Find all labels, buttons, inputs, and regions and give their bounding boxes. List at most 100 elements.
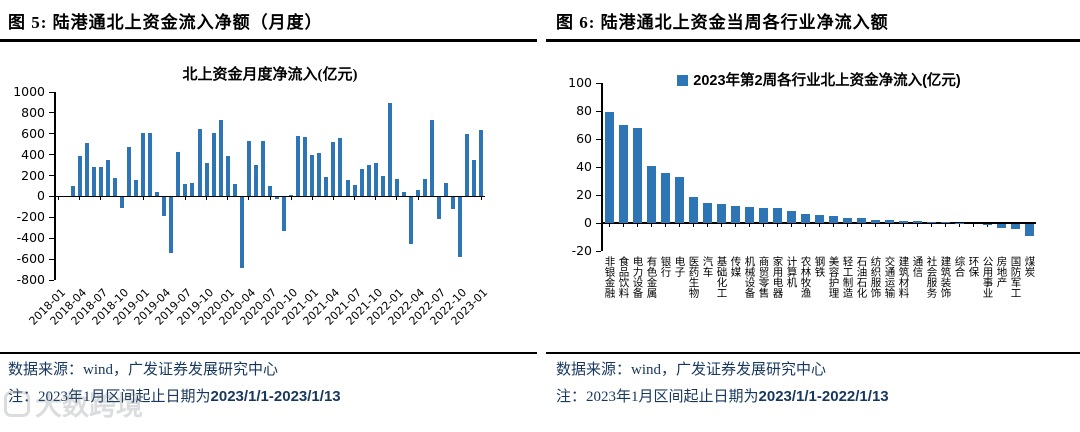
x-tick bbox=[734, 223, 736, 227]
x-category-label: 公用事业 bbox=[981, 256, 993, 298]
x-tick bbox=[206, 196, 208, 201]
bar bbox=[387, 103, 392, 197]
y-axis bbox=[54, 92, 56, 280]
bar bbox=[430, 120, 435, 197]
x-tick bbox=[804, 223, 806, 227]
bar bbox=[618, 125, 628, 223]
bar bbox=[352, 185, 357, 197]
x-category-label: 综合 bbox=[953, 256, 965, 277]
x-category-label: 非银金融 bbox=[603, 256, 615, 298]
bar bbox=[660, 173, 670, 223]
y-tick bbox=[596, 138, 601, 140]
bar bbox=[416, 189, 421, 197]
y-tick-label: -20 bbox=[571, 243, 592, 258]
x-category-label: 石油石化 bbox=[855, 256, 867, 298]
bar bbox=[479, 129, 484, 197]
bar bbox=[338, 138, 343, 197]
bar bbox=[632, 127, 642, 223]
bar bbox=[197, 128, 202, 197]
x-category-label: 交通运输 bbox=[883, 256, 895, 298]
bar bbox=[380, 176, 385, 197]
bar bbox=[91, 166, 96, 197]
bar bbox=[437, 197, 442, 220]
x-tick bbox=[958, 223, 960, 227]
x-category-label: 家用电器 bbox=[771, 256, 783, 298]
x-category-label: 银行 bbox=[659, 256, 671, 277]
bar bbox=[127, 147, 132, 197]
legend-square-icon bbox=[677, 75, 689, 86]
x-tick bbox=[608, 223, 610, 227]
x-category-label: 煤炭 bbox=[1023, 256, 1035, 277]
x-category-label: 基础化工 bbox=[715, 256, 727, 298]
x-tick bbox=[692, 223, 694, 227]
x-category-label: 农林牧渔 bbox=[799, 256, 811, 298]
figure5-panel: 图 5: 陆港通北上资金流入净额（月度） 北上资金月度净流入(亿元) 1000 8… bbox=[0, 13, 537, 406]
figure6-legend-label: 2023年第2周各行业北上资金净流入(亿元) bbox=[693, 73, 961, 89]
x-tick bbox=[790, 223, 792, 227]
figure6-note-dates: 2023/1/1-2022/1/13 bbox=[758, 388, 889, 405]
x-tick bbox=[930, 223, 932, 227]
figure5-note: 注：2023年1月区间起止日期为2023/1/1-2023/1/13 bbox=[8, 385, 341, 406]
bar bbox=[898, 221, 908, 223]
bar bbox=[451, 197, 456, 209]
bar bbox=[996, 223, 1006, 228]
bar bbox=[331, 141, 336, 197]
y-tick bbox=[49, 195, 54, 197]
bar bbox=[674, 176, 684, 223]
y-tick bbox=[49, 112, 54, 114]
x-tick bbox=[290, 196, 292, 201]
x-category-label: 建筑材料 bbox=[897, 256, 909, 298]
figure6-panel: 图 6: 陆港通北上资金当周各行业净流入额 2023年第2周各行业北上资金净流入… bbox=[540, 0, 1080, 432]
x-tick bbox=[79, 196, 81, 201]
x-category-label: 钢铁 bbox=[813, 256, 825, 277]
y-tick bbox=[596, 250, 601, 252]
bar bbox=[814, 215, 824, 223]
y-tick-label: -400 bbox=[16, 230, 45, 246]
x-tick bbox=[142, 196, 144, 201]
x-tick bbox=[636, 223, 638, 227]
y-tick bbox=[49, 91, 54, 93]
x-tick bbox=[184, 196, 186, 201]
x-category-label: 机械设备 bbox=[743, 256, 755, 298]
figure6-source: 数据来源：wind，广发证券发展研究中心 bbox=[556, 362, 827, 378]
bar bbox=[176, 151, 181, 197]
y-tick-label: 80 bbox=[576, 103, 592, 118]
bar bbox=[423, 178, 428, 197]
x-tick bbox=[396, 196, 398, 201]
x-category-label: 房地产 bbox=[995, 256, 1007, 288]
y-tick bbox=[596, 194, 601, 196]
bar bbox=[141, 133, 146, 197]
bar bbox=[204, 163, 209, 197]
x-tick bbox=[622, 223, 624, 227]
x-tick bbox=[227, 196, 229, 201]
figure6-note: 注：2023年1月区间起止日期为2023/1/1-2022/1/13 bbox=[556, 385, 889, 406]
bar bbox=[98, 167, 103, 197]
bar bbox=[324, 176, 329, 197]
bar bbox=[345, 180, 350, 197]
bar bbox=[401, 192, 406, 197]
x-category-label: 汽车 bbox=[701, 256, 713, 277]
x-tick bbox=[916, 223, 918, 227]
y-axis bbox=[601, 83, 603, 251]
x-tick bbox=[375, 196, 377, 201]
bar bbox=[310, 154, 315, 197]
y-tick bbox=[49, 237, 54, 239]
y-tick bbox=[49, 154, 54, 156]
y-tick-label: 400 bbox=[21, 146, 45, 162]
bar bbox=[702, 203, 712, 223]
figure6-header-rule bbox=[546, 39, 1080, 42]
bar bbox=[604, 112, 614, 223]
bar bbox=[373, 162, 378, 197]
bar bbox=[70, 186, 75, 197]
y-tick bbox=[596, 110, 601, 112]
y-tick-label: -200 bbox=[16, 209, 45, 225]
x-tick bbox=[944, 223, 946, 227]
x-category-label: 有色金属 bbox=[645, 256, 657, 298]
bar bbox=[232, 184, 237, 197]
bar bbox=[472, 159, 477, 197]
x-tick bbox=[480, 196, 482, 201]
x-category-label: 电力设备 bbox=[631, 256, 643, 298]
bar bbox=[408, 197, 413, 245]
x-tick bbox=[874, 223, 876, 227]
bar bbox=[303, 136, 308, 197]
